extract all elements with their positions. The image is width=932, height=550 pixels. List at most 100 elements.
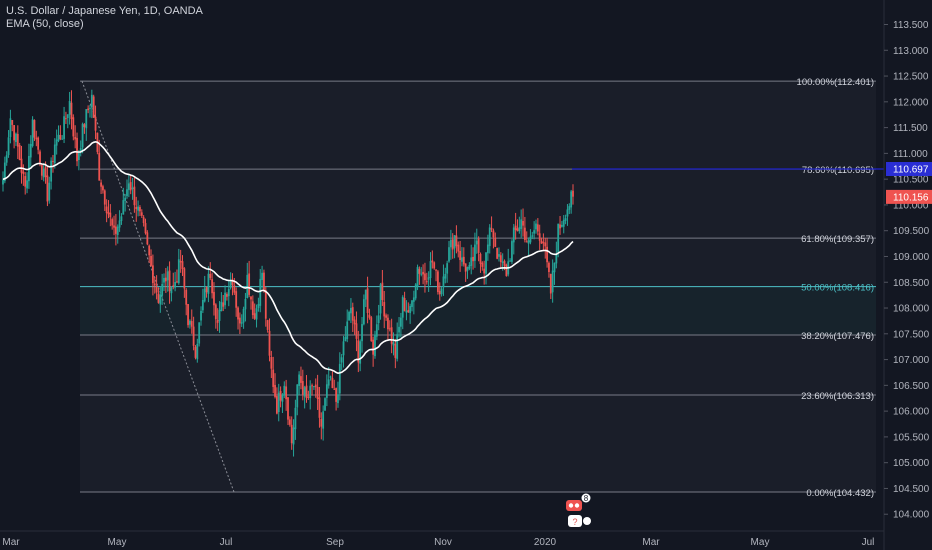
candle-body xyxy=(485,252,487,274)
candle-body xyxy=(433,262,436,269)
candle-body xyxy=(462,256,465,265)
chart-legend: U.S. Dollar / Japanese Yen, 1D, OANDA EM… xyxy=(6,5,203,31)
candle-body xyxy=(540,240,543,244)
candle-body xyxy=(122,200,125,215)
candle-body xyxy=(226,294,228,297)
candle-body xyxy=(449,239,452,248)
candle-body xyxy=(488,227,491,247)
candle-body xyxy=(94,116,97,131)
candle-body xyxy=(266,320,269,330)
candle-body xyxy=(555,253,558,264)
price-tag-blue-box xyxy=(886,161,932,176)
candle-body xyxy=(183,268,186,289)
price-tick-label: 110.000 xyxy=(893,200,929,211)
candle-body xyxy=(116,226,119,235)
candle-body xyxy=(33,120,36,138)
candle-body xyxy=(292,427,295,445)
candle-body xyxy=(479,253,482,264)
candle-body xyxy=(327,379,330,386)
candle-body xyxy=(548,262,550,273)
candle-body xyxy=(475,240,478,245)
candle-body xyxy=(442,276,445,288)
candle-body xyxy=(566,209,569,217)
candle-body xyxy=(79,148,82,152)
candle-body xyxy=(486,244,489,254)
candle-body xyxy=(429,261,432,278)
candle-body xyxy=(551,270,554,293)
candle-body xyxy=(501,261,504,263)
fib-50-zone xyxy=(80,286,876,336)
time-tick-label: Mar xyxy=(642,537,660,548)
symbol-title[interactable]: U.S. Dollar / Japanese Yen, 1D, OANDA xyxy=(6,5,203,17)
candle-body xyxy=(536,224,539,232)
price-tick-label: 106.500 xyxy=(893,381,930,392)
candle-body xyxy=(425,281,428,283)
price-tick-label: 109.000 xyxy=(893,252,930,263)
candle-body xyxy=(120,216,123,221)
candle-body xyxy=(503,260,506,266)
candle-body xyxy=(157,293,160,303)
candle-body xyxy=(103,190,106,205)
candle-body xyxy=(344,337,347,342)
candle-body xyxy=(268,330,271,356)
dividend-side-dot xyxy=(583,517,591,525)
candle-body xyxy=(457,244,460,252)
candle-body xyxy=(420,273,423,275)
price-tick-label: 112.500 xyxy=(893,72,929,83)
candle-body xyxy=(490,228,493,230)
candle-body xyxy=(562,219,565,227)
candle-body xyxy=(451,239,454,250)
candle-body xyxy=(102,186,104,191)
candle-body xyxy=(331,377,334,389)
price-axis[interactable]: 113.500 113.000 112.500 112.000 111.500 111.0… xyxy=(884,20,930,521)
candle-body xyxy=(263,272,265,290)
candle-body xyxy=(329,376,332,378)
candle-body xyxy=(287,397,289,420)
price-tick-label: 108.000 xyxy=(893,304,930,315)
candle-body xyxy=(375,324,378,337)
candle-body xyxy=(68,100,71,115)
candle-body xyxy=(527,240,530,244)
candle-body xyxy=(440,288,443,295)
candle-body xyxy=(274,384,276,397)
candle-body xyxy=(505,264,508,276)
candle-body xyxy=(59,135,62,140)
events-icon[interactable]: 8 ? xyxy=(566,492,592,527)
candle-body xyxy=(364,289,367,300)
candle-body xyxy=(192,326,195,346)
dividend-icon-text: ? xyxy=(572,517,577,527)
candle-body xyxy=(340,357,343,363)
candle-body xyxy=(398,326,400,333)
candle-body xyxy=(335,388,338,402)
time-axis[interactable]: Mar May Jul Sep Nov 2020 Mar May Jul xyxy=(0,530,884,548)
price-tick-label: 112.000 xyxy=(893,97,929,108)
candle-body xyxy=(525,241,528,243)
fib-level-label: 23.60%(106.313) xyxy=(801,391,874,402)
candle-body xyxy=(248,273,251,295)
candle-body xyxy=(446,263,449,274)
candle-body xyxy=(318,397,321,418)
candle-body xyxy=(453,235,456,249)
candle-body xyxy=(307,396,310,398)
candle-body xyxy=(520,219,523,229)
dividend-icon[interactable] xyxy=(568,515,582,527)
candle-body xyxy=(127,183,130,190)
candle-body xyxy=(559,224,561,229)
candle-body xyxy=(320,418,323,427)
candle-body xyxy=(348,311,350,321)
candle-body xyxy=(181,261,184,270)
fib-trend-line xyxy=(81,80,235,493)
candle-body xyxy=(461,257,463,262)
candle-body xyxy=(235,291,238,308)
indicator-label[interactable]: EMA (50, close) xyxy=(6,18,84,30)
candle-body xyxy=(139,207,141,212)
candle-body xyxy=(66,114,69,119)
candle-body xyxy=(52,160,54,162)
candle-body xyxy=(261,272,263,280)
candle-body xyxy=(70,102,73,120)
candle-body xyxy=(470,257,473,266)
candle-body xyxy=(153,283,156,286)
time-tick-label: May xyxy=(751,537,770,548)
candle-body xyxy=(113,225,115,228)
